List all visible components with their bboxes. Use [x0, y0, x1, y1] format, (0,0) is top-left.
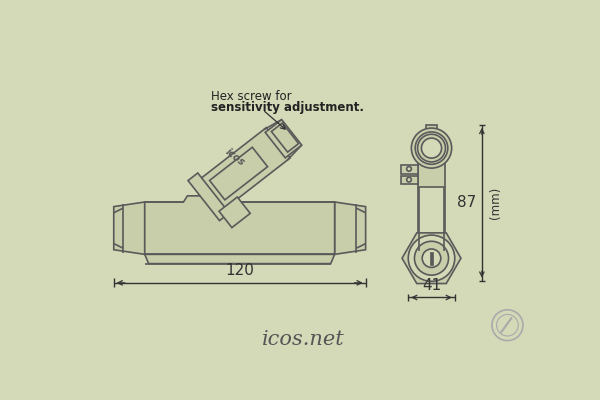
Polygon shape	[402, 233, 461, 284]
Text: 87: 87	[457, 195, 476, 210]
Bar	[401, 165, 418, 174]
Text: Hex screw for: Hex screw for	[211, 90, 291, 103]
Circle shape	[407, 166, 412, 171]
Text: icos.net: icos.net	[262, 330, 345, 348]
Polygon shape	[335, 202, 365, 254]
Circle shape	[408, 235, 455, 281]
Polygon shape	[145, 254, 335, 264]
Polygon shape	[145, 196, 335, 254]
Text: 120: 120	[225, 263, 254, 278]
Text: icos: icos	[224, 147, 247, 168]
Text: 41: 41	[422, 278, 441, 293]
Circle shape	[497, 314, 518, 336]
Circle shape	[418, 134, 445, 162]
Polygon shape	[193, 128, 290, 215]
Circle shape	[492, 310, 523, 340]
Bar	[426, 125, 437, 136]
Circle shape	[415, 241, 449, 275]
Polygon shape	[114, 202, 145, 254]
Bar	[418, 134, 445, 186]
Circle shape	[421, 138, 442, 158]
Polygon shape	[188, 173, 229, 221]
Circle shape	[407, 177, 412, 182]
Bar	[424, 133, 439, 137]
Polygon shape	[265, 120, 302, 158]
Polygon shape	[209, 147, 268, 200]
Bar	[401, 176, 418, 184]
Bar	[430, 252, 433, 265]
Circle shape	[422, 249, 441, 268]
Polygon shape	[219, 197, 250, 228]
Text: sensitivity adjustment.: sensitivity adjustment.	[211, 101, 364, 114]
Circle shape	[415, 132, 448, 164]
Circle shape	[412, 128, 452, 168]
Text: (mm): (mm)	[490, 187, 502, 219]
Polygon shape	[271, 123, 299, 152]
